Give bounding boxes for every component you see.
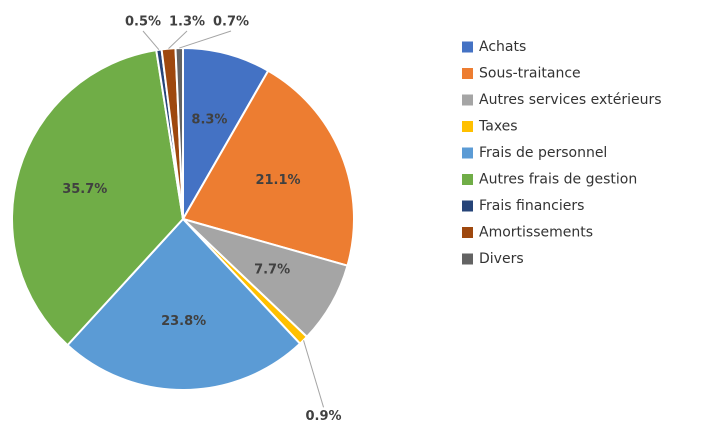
legend-swatch [462,200,473,212]
data-label: 8.3% [191,112,227,127]
legend-swatch [462,94,473,106]
legend-label: Frais financiers [479,198,584,214]
legend-label: Amortissements [479,225,593,241]
data-label: 0.9% [306,409,342,424]
legend-swatch [462,227,473,238]
data-label: 23.8% [161,314,206,329]
legend-label: Autres frais de gestion [479,172,637,188]
legend-label: Frais de personnel [479,145,607,161]
data-label: 21.1% [255,173,300,188]
pie-slice [182,46,270,223]
leader-line [168,30,188,49]
legend-swatch [462,68,473,79]
data-label: 0.5% [125,15,161,30]
legend-swatch [462,253,473,265]
pie-slice [174,46,184,220]
legend-label: Autres services extérieurs [479,92,662,108]
legend-swatch [462,174,473,185]
legend-label: Achats [479,39,526,55]
leader-line [142,30,160,51]
leader-line [303,340,325,408]
data-label: 1.3% [169,15,205,30]
legend-label: Taxes [478,119,518,135]
legend-swatch [462,121,473,132]
legend-label: Sous-traitance [479,66,581,82]
pie-slice [181,69,355,267]
data-label: 0.7% [213,15,249,30]
pie-slice [11,48,185,347]
legend-label: Divers [479,251,524,267]
legend-swatch [462,147,473,159]
leader-line [179,30,232,49]
pie-slice [66,217,302,391]
data-label: 7.7% [254,262,290,277]
legend-swatch [462,41,473,53]
data-label: 35.7% [62,182,107,197]
